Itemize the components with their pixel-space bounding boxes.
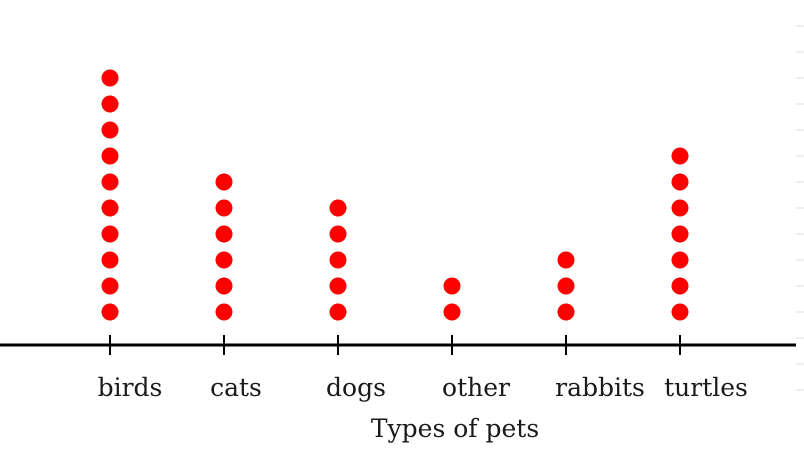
dot-other-1 xyxy=(443,303,461,321)
x-axis-tick-labels: birds cats dogs other rabbits turtles xyxy=(98,373,748,402)
dot-cats-4 xyxy=(215,225,233,243)
dot-other-2 xyxy=(443,277,461,295)
dot-dogs-2 xyxy=(329,277,347,295)
dot-cats-1 xyxy=(215,303,233,321)
dot-birds-3 xyxy=(101,251,119,269)
dot-cats-5 xyxy=(215,199,233,217)
dot-birds-4 xyxy=(101,225,119,243)
dot-birds-8 xyxy=(101,121,119,139)
x-tick-label-dogs: dogs xyxy=(326,373,386,402)
dot-birds-6 xyxy=(101,173,119,191)
x-tick-label-turtles: turtles xyxy=(664,373,748,402)
x-tick-label-other: other xyxy=(442,373,510,402)
dot-rabbits-1 xyxy=(557,303,575,321)
x-axis-ticks xyxy=(109,335,681,355)
dot-birds-10 xyxy=(101,69,119,87)
dot-rabbits-2 xyxy=(557,277,575,295)
dot-dogs-1 xyxy=(329,303,347,321)
dot-cats-2 xyxy=(215,277,233,295)
dot-turtles-6 xyxy=(671,173,689,191)
dot-birds-9 xyxy=(101,95,119,113)
dot-turtles-3 xyxy=(671,251,689,269)
dot-birds-5 xyxy=(101,199,119,217)
x-axis-title: Types of pets xyxy=(371,414,539,443)
dot-turtles-1 xyxy=(671,303,689,321)
dot-dogs-5 xyxy=(329,199,347,217)
data-dots xyxy=(101,69,689,321)
dot-turtles-5 xyxy=(671,199,689,217)
dot-turtles-2 xyxy=(671,277,689,295)
right-edge-ticks xyxy=(796,25,804,391)
dot-turtles-7 xyxy=(671,147,689,165)
dot-birds-2 xyxy=(101,277,119,295)
x-tick-label-cats: cats xyxy=(210,373,262,402)
x-tick-label-birds: birds xyxy=(98,373,163,402)
dot-cats-6 xyxy=(215,173,233,191)
dot-rabbits-3 xyxy=(557,251,575,269)
dot-dogs-3 xyxy=(329,251,347,269)
dot-cats-3 xyxy=(215,251,233,269)
dot-birds-1 xyxy=(101,303,119,321)
dot-turtles-4 xyxy=(671,225,689,243)
dot-dogs-4 xyxy=(329,225,347,243)
dot-birds-7 xyxy=(101,147,119,165)
x-tick-label-rabbits: rabbits xyxy=(555,373,645,402)
